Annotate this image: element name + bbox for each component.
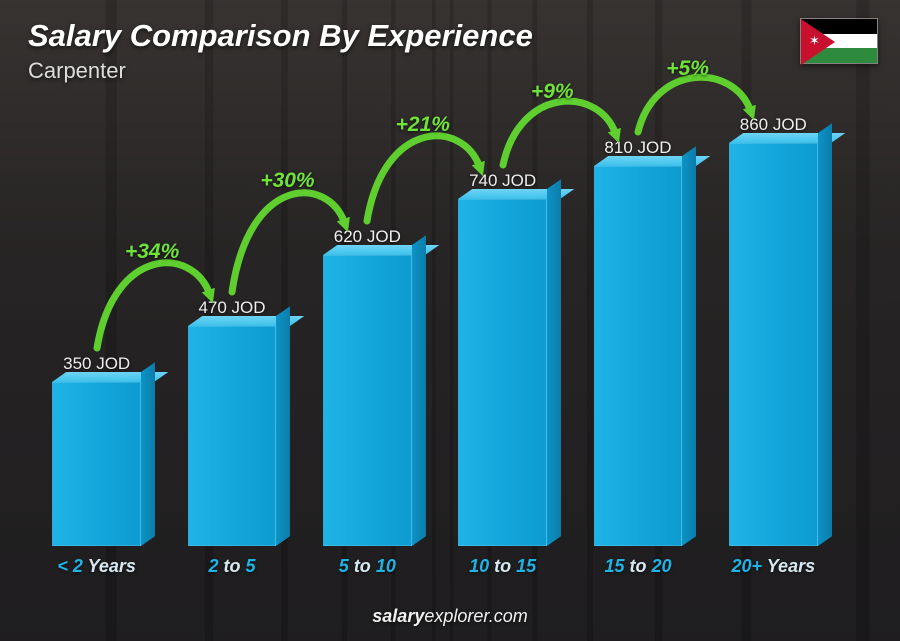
bar-column: 470 JOD bbox=[175, 298, 288, 546]
flag-star-icon: ✶ bbox=[809, 33, 820, 49]
x-label-dim: to bbox=[349, 556, 376, 576]
page-title: Salary Comparison By Experience bbox=[28, 18, 533, 54]
bar-column: 620 JOD bbox=[311, 227, 424, 546]
x-label-accent: 20 bbox=[651, 556, 671, 576]
x-axis-label: 20+ Years bbox=[717, 556, 830, 586]
bar bbox=[52, 382, 140, 546]
bar-side-face bbox=[141, 362, 155, 546]
x-label-accent: 5 bbox=[245, 556, 255, 576]
bar-group: 350 JOD 470 JOD 620 JOD 740 JOD 810 JOD 860 J… bbox=[40, 110, 830, 546]
page-subtitle: Carpenter bbox=[28, 58, 126, 84]
x-axis-label: 10 to 15 bbox=[446, 556, 559, 586]
x-label-accent: 10 bbox=[469, 556, 489, 576]
x-axis-label: 5 to 10 bbox=[311, 556, 424, 586]
bar-value-label: 620 JOD bbox=[334, 227, 401, 247]
x-label-dim: to bbox=[218, 556, 245, 576]
bar-side-face bbox=[547, 179, 561, 546]
bar-value-label: 740 JOD bbox=[469, 171, 536, 191]
x-label-accent: < 2 bbox=[57, 556, 83, 576]
bar-value-label: 470 JOD bbox=[198, 298, 265, 318]
infographic-stage: Salary Comparison By Experience Carpente… bbox=[0, 0, 900, 641]
x-label-accent: 15 bbox=[516, 556, 536, 576]
bar-front-face bbox=[188, 326, 276, 546]
x-label-accent: 10 bbox=[376, 556, 396, 576]
bar-column: 350 JOD bbox=[40, 354, 153, 546]
x-axis-label: 2 to 5 bbox=[175, 556, 288, 586]
x-label-dim: to bbox=[624, 556, 651, 576]
bar-column: 810 JOD bbox=[581, 138, 694, 546]
bar-front-face bbox=[729, 143, 817, 546]
bar bbox=[729, 143, 817, 546]
x-axis-label: < 2 Years bbox=[40, 556, 153, 586]
x-label-accent: 2 bbox=[208, 556, 218, 576]
bar bbox=[188, 326, 276, 546]
bar bbox=[594, 166, 682, 546]
footer-brand-bold: salary bbox=[372, 606, 424, 626]
x-label-accent: 15 bbox=[604, 556, 624, 576]
bar-side-face bbox=[412, 235, 426, 546]
x-axis-label: 15 to 20 bbox=[581, 556, 694, 586]
bar-column: 860 JOD bbox=[717, 115, 830, 546]
bar-value-label: 350 JOD bbox=[63, 354, 130, 374]
bar-column: 740 JOD bbox=[446, 171, 559, 546]
country-flag-jordan: ✶ bbox=[800, 18, 878, 64]
bar bbox=[458, 199, 546, 546]
x-label-dim: Years bbox=[83, 556, 136, 576]
x-axis-labels: < 2 Years2 to 55 to 1010 to 1515 to 2020… bbox=[40, 556, 830, 586]
x-label-accent: 20+ bbox=[732, 556, 763, 576]
x-label-accent: 5 bbox=[339, 556, 349, 576]
bar-front-face bbox=[594, 166, 682, 546]
bar-value-label: 810 JOD bbox=[604, 138, 671, 158]
x-label-dim: to bbox=[489, 556, 516, 576]
bar-front-face bbox=[52, 382, 140, 546]
x-label-dim: Years bbox=[762, 556, 815, 576]
bar bbox=[323, 255, 411, 546]
footer-brand: salaryexplorer.com bbox=[0, 606, 900, 627]
footer-brand-rest: explorer.com bbox=[424, 606, 527, 626]
bar-side-face bbox=[276, 306, 290, 546]
bar-front-face bbox=[458, 199, 546, 546]
bar-value-label: 860 JOD bbox=[740, 115, 807, 135]
bar-side-face bbox=[682, 146, 696, 546]
bar-side-face bbox=[818, 123, 832, 546]
bar-front-face bbox=[323, 255, 411, 546]
salary-bar-chart: 350 JOD 470 JOD 620 JOD 740 JOD 810 JOD 860 J… bbox=[40, 110, 830, 546]
